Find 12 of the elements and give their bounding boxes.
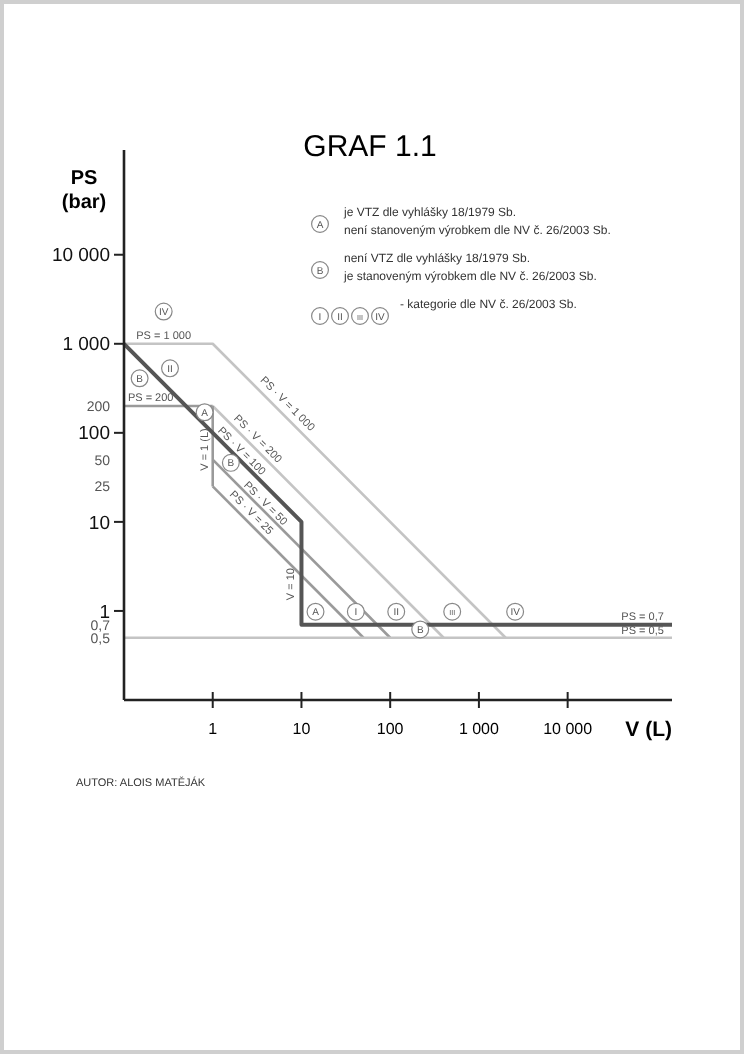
y-tick-label: 1 000 (62, 334, 110, 357)
y-tick-label: 100 (78, 423, 110, 446)
x-axis-title: V (L) (625, 718, 672, 742)
x-tick-label: 100 (376, 720, 405, 738)
x-tick-label: 1 (208, 720, 219, 738)
y-tick-label: 10 (88, 512, 110, 535)
y-axis-title: PS (bar) (61, 168, 107, 214)
x-tick-label: 10 000 (543, 720, 594, 738)
y-tick-label: 10 000 (51, 245, 110, 268)
x-tick-label: 10 (292, 720, 312, 738)
chart-title: GRAF 1.1 (303, 130, 437, 164)
x-tick-label: 1 000 (458, 720, 501, 738)
